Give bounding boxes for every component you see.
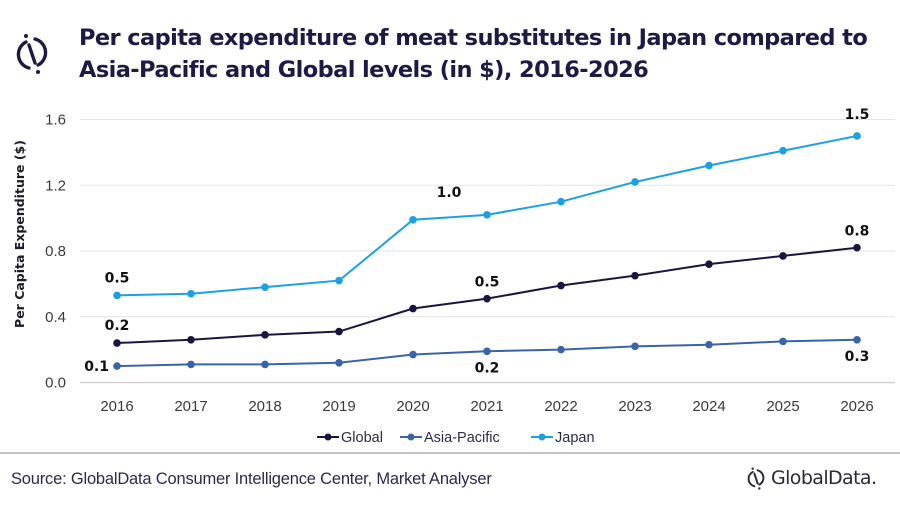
data-point bbox=[261, 360, 269, 369]
data-label: 0.1 bbox=[84, 359, 109, 375]
data-point bbox=[261, 283, 269, 291]
data-point bbox=[113, 339, 121, 347]
series-group bbox=[113, 132, 861, 370]
data-point bbox=[113, 362, 121, 370]
source-note: Source: GlobalData Consumer Intelligence… bbox=[11, 470, 492, 488]
data-point bbox=[557, 281, 565, 290]
data-point bbox=[853, 132, 861, 140]
globaldata-logo-icon bbox=[16, 34, 48, 74]
x-tick-label: 2017 bbox=[174, 398, 207, 415]
data-point bbox=[409, 350, 417, 359]
line-chart: 0.0 0.4 0.8 1.2 1.6 2016 2017 2018 2019 2020 2021… bbox=[12, 107, 895, 446]
data-point bbox=[261, 331, 269, 339]
legend: Global Asia-Pacific Japan bbox=[317, 430, 595, 446]
globaldata-brand-icon bbox=[747, 467, 765, 490]
data-point bbox=[705, 340, 713, 349]
legend-label: Japan bbox=[555, 430, 595, 446]
y-tick-label: 1.6 bbox=[45, 112, 66, 129]
data-point bbox=[557, 197, 565, 206]
y-axis-label: Per Capita Expenditure ($) bbox=[12, 140, 27, 328]
x-tick-label: 2022 bbox=[544, 398, 577, 415]
data-label: 1.5 bbox=[845, 107, 870, 123]
data-point bbox=[483, 294, 491, 303]
data-point bbox=[409, 215, 417, 224]
series-asia-pacific bbox=[113, 335, 861, 370]
series-japan bbox=[113, 132, 861, 300]
data-label: 0.2 bbox=[105, 318, 130, 334]
series-global bbox=[113, 243, 861, 347]
data-point bbox=[779, 337, 787, 346]
data-point bbox=[409, 304, 417, 313]
legend-item-global: Global bbox=[317, 430, 383, 446]
data-point bbox=[631, 178, 639, 186]
legend-item-japan: Japan bbox=[531, 430, 595, 446]
x-tick-label: 2021 bbox=[470, 398, 503, 415]
legend-label: Global bbox=[341, 430, 383, 446]
brand-name: GlobalData. bbox=[771, 467, 877, 489]
y-axis-ticks: 0.0 0.4 0.8 1.2 1.6 bbox=[45, 112, 66, 392]
data-point bbox=[113, 291, 121, 300]
x-tick-label: 2026 bbox=[840, 398, 873, 415]
data-point bbox=[335, 327, 343, 336]
footer-divider bbox=[0, 452, 900, 454]
x-tick-label: 2023 bbox=[618, 398, 651, 415]
data-label: 0.5 bbox=[475, 275, 500, 291]
chart-title-line-2: Asia-Pacific and Global levels (in $), 2… bbox=[79, 57, 649, 83]
data-label: 0.8 bbox=[845, 224, 870, 240]
data-point bbox=[187, 360, 195, 369]
data-point bbox=[187, 289, 195, 298]
data-point bbox=[483, 211, 491, 219]
x-tick-label: 2024 bbox=[692, 398, 725, 415]
legend-item-asia-pacific: Asia-Pacific bbox=[400, 430, 500, 446]
data-label: 0.2 bbox=[475, 360, 500, 376]
legend-dot-marker bbox=[538, 433, 546, 441]
chart-title-line-1: Per capita expenditure of meat substitut… bbox=[79, 25, 868, 51]
data-point bbox=[631, 342, 639, 351]
chart-title: Per capita expenditure of meat substitut… bbox=[79, 22, 899, 86]
y-tick-label: 0.4 bbox=[45, 309, 66, 326]
data-label: 0.5 bbox=[105, 270, 130, 286]
x-tick-label: 2019 bbox=[322, 398, 355, 415]
data-point bbox=[705, 260, 713, 268]
legend-dot-marker bbox=[407, 433, 415, 441]
data-point bbox=[187, 335, 195, 344]
data-point bbox=[779, 146, 787, 155]
data-point bbox=[779, 252, 787, 260]
data-point bbox=[483, 347, 491, 356]
data-label: 0.3 bbox=[845, 349, 870, 365]
y-tick-label: 0.8 bbox=[45, 243, 66, 260]
y-tick-label: 0.0 bbox=[45, 375, 66, 392]
data-point bbox=[853, 243, 861, 252]
legend-dot-marker bbox=[324, 433, 332, 441]
x-tick-label: 2016 bbox=[100, 398, 133, 415]
data-point bbox=[557, 345, 565, 354]
legend-label: Asia-Pacific bbox=[424, 430, 500, 446]
data-labels: 0.2 0.5 0.8 0.1 0.2 0.3 0.5 1.0 1.5 bbox=[84, 107, 869, 376]
data-point bbox=[631, 271, 639, 280]
globaldata-brand: GlobalData. bbox=[745, 464, 877, 492]
x-tick-label: 2025 bbox=[766, 398, 799, 415]
x-tick-label: 2018 bbox=[248, 398, 281, 415]
y-tick-label: 1.2 bbox=[45, 177, 66, 194]
data-point bbox=[705, 161, 713, 170]
data-point bbox=[335, 358, 343, 367]
data-label: 1.0 bbox=[437, 185, 462, 201]
x-tick-label: 2020 bbox=[396, 398, 429, 415]
data-point bbox=[335, 276, 343, 285]
x-axis-ticks: 2016 2017 2018 2019 2020 2021 2022 2023 2024 2025… bbox=[100, 398, 873, 415]
gridlines bbox=[80, 119, 895, 384]
data-point bbox=[853, 335, 861, 344]
